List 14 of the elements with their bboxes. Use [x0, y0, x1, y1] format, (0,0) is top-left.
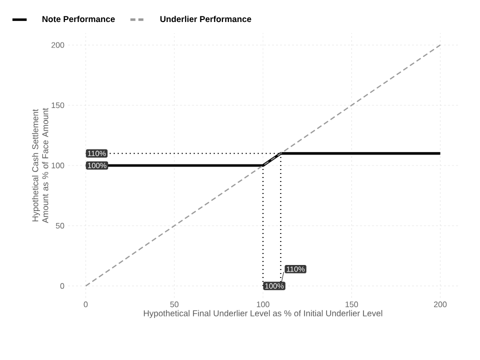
- y-tick-label: 150: [52, 102, 64, 108]
- x-tick-label: 50: [170, 302, 179, 308]
- x-tick-label: 0: [84, 302, 88, 308]
- x-tick-label: 100: [256, 302, 270, 308]
- x-tick-label: 150: [346, 302, 358, 308]
- y-tick-label: 200: [52, 42, 64, 48]
- legend-label: Note Performance: [42, 16, 115, 22]
- y-tick-label: 50: [56, 222, 64, 229]
- x-axis-title: Hypothetical Final Underlier Level as % of Initial Underlier Level: [144, 310, 382, 318]
- legend-label: Underlier Performance: [160, 16, 252, 22]
- y-tick-label: 0: [60, 283, 64, 289]
- y-tick-label: 100: [52, 162, 64, 168]
- x-tick-label: 200: [434, 302, 447, 308]
- y-axis-title: Hypothetical Cash Settlement Amount as % of Face Amount: [32, 108, 48, 224]
